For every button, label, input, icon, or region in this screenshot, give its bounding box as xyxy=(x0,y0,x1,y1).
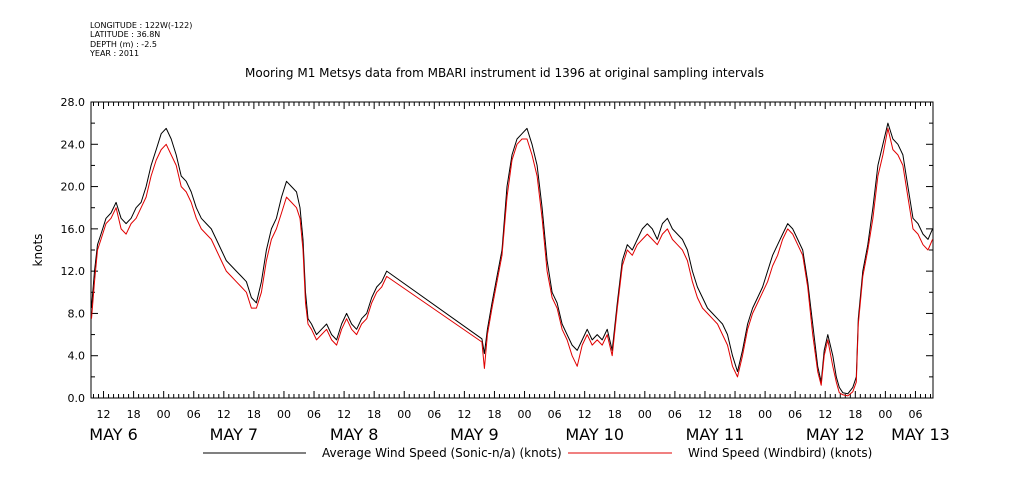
x-tick-label: 00 xyxy=(518,408,532,421)
x-tick-label: 18 xyxy=(728,408,742,421)
y-tick-label: 20.0 xyxy=(61,181,86,194)
y-tick-label: 0.0 xyxy=(68,392,86,405)
x-tick-label: 00 xyxy=(157,408,171,421)
chart-title: Mooring M1 Metsys data from MBARI instru… xyxy=(245,66,764,80)
x-tick-label: 06 xyxy=(668,408,682,421)
x-tick-label: 18 xyxy=(127,408,141,421)
series-line-windbird-wind-speed xyxy=(91,127,933,397)
x-tick-label: 18 xyxy=(487,408,501,421)
plot-frame xyxy=(90,101,934,399)
x-day-label: MAY 12 xyxy=(806,425,865,444)
x-tick-label: 12 xyxy=(698,408,712,421)
x-tick-label: 00 xyxy=(277,408,291,421)
x-tick-label: 18 xyxy=(367,408,381,421)
y-tick-label: 24.0 xyxy=(61,138,86,151)
x-tick-label: 06 xyxy=(548,408,562,421)
x-day-label: MAY 9 xyxy=(450,425,499,444)
x-day-label: MAY 7 xyxy=(210,425,259,444)
x-tick-label: 06 xyxy=(307,408,321,421)
x-tick-label: 12 xyxy=(217,408,231,421)
y-tick-label: 4.0 xyxy=(68,350,86,363)
y-tick-label: 12.0 xyxy=(61,265,86,278)
x-tick-label: 00 xyxy=(758,408,772,421)
x-day-label: MAY 8 xyxy=(330,425,379,444)
y-tick-label: 16.0 xyxy=(61,223,86,236)
x-tick-label: 12 xyxy=(457,408,471,421)
x-tick-label: 00 xyxy=(878,408,892,421)
x-tick-label: 18 xyxy=(247,408,261,421)
x-tick-label: 06 xyxy=(908,408,922,421)
x-tick-label: 12 xyxy=(818,408,832,421)
depth-label: DEPTH (m) : -2.5 xyxy=(90,39,157,49)
y-axis-label: knots xyxy=(31,234,45,267)
series-line-average-wind-speed xyxy=(91,122,933,395)
x-day-label: MAY 6 xyxy=(89,425,138,444)
x-tick-label: 06 xyxy=(788,408,802,421)
x-tick-label: 12 xyxy=(97,408,111,421)
y-tick-label: 8.0 xyxy=(68,307,86,320)
metadata-block: LONGITUDE : 122W(-122) LATITUDE : 36.8N … xyxy=(90,21,192,59)
x-day-label: MAY 11 xyxy=(686,425,745,444)
x-tick-label: 00 xyxy=(638,408,652,421)
y-tick-label: 28.0 xyxy=(61,96,86,109)
x-tick-label: 12 xyxy=(337,408,351,421)
x-tick-label: 18 xyxy=(848,408,862,421)
latitude-label: LATITUDE : 36.8N xyxy=(90,30,161,40)
x-tick-label: 18 xyxy=(608,408,622,421)
x-day-label: MAY 13 xyxy=(891,425,950,444)
longitude-label: LONGITUDE : 122W(-122) xyxy=(90,21,193,30)
x-tick-label: 12 xyxy=(578,408,592,421)
x-day-label: MAY 10 xyxy=(565,425,624,444)
year-label: YEAR : 2011 xyxy=(90,49,140,59)
x-tick-label: 06 xyxy=(427,408,441,421)
x-tick-label: 06 xyxy=(187,408,201,421)
x-tick-label: 00 xyxy=(397,408,411,421)
